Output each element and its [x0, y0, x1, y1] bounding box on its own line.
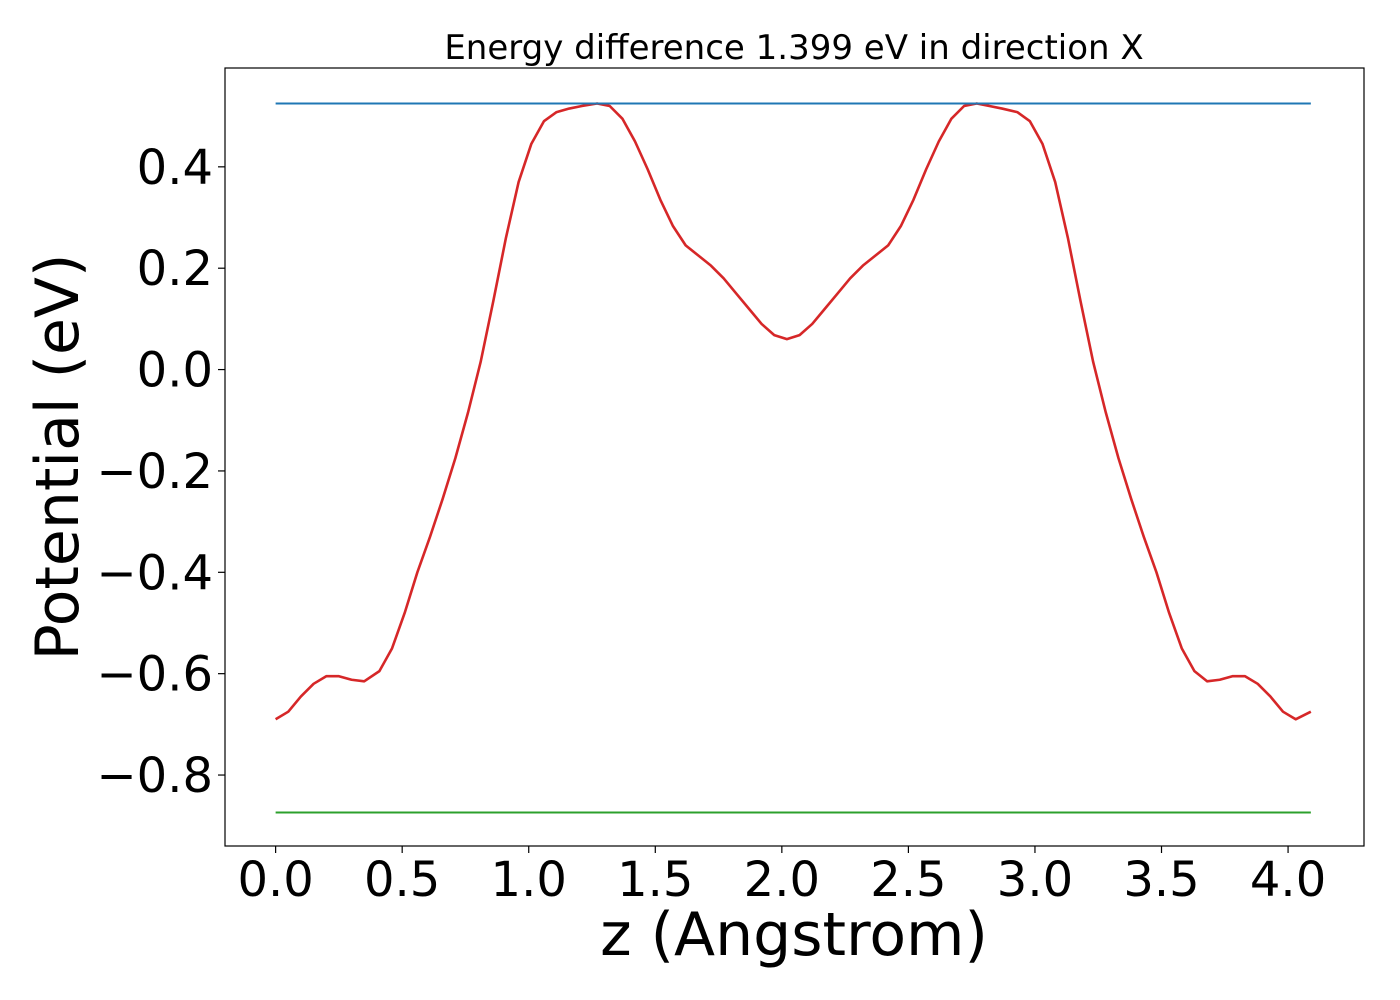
- chart-title: Energy difference 1.399 eV in direction …: [444, 28, 1143, 68]
- x-tick-label: 0.0: [237, 852, 313, 908]
- y-axis-label: Potential (eV): [23, 254, 93, 661]
- plot-layer: [274, 102, 1312, 814]
- y-axis-ticks: 0.4 0.2 0.0 −0.2 −0.4 −0.6 −0.8: [96, 140, 225, 804]
- y-tick-label: −0.4: [96, 545, 213, 601]
- y-tick-label: −0.6: [96, 647, 213, 703]
- y-tick-label: 0.0: [137, 343, 213, 399]
- y-tick-label: −0.2: [96, 444, 213, 500]
- y-tick-label: −0.8: [96, 748, 213, 804]
- series-line-0: [274, 102, 1312, 721]
- plot-area-frame: [224, 67, 1365, 847]
- x-axis-ticks: 0.0 0.5 1.0 1.5 2.0 2.5 3.0 3.5 4.0: [237, 846, 1326, 908]
- x-tick-label: 2.5: [870, 852, 946, 908]
- y-tick-label: 0.2: [137, 241, 213, 297]
- x-tick-label: 1.5: [617, 852, 693, 908]
- x-axis-label: z (Angstrom): [600, 900, 988, 970]
- x-tick-label: 3.0: [997, 852, 1073, 908]
- x-tick-label: 1.0: [491, 852, 567, 908]
- y-tick-label: 0.4: [137, 140, 213, 196]
- x-tick-label: 3.5: [1123, 852, 1199, 908]
- x-tick-label: 2.0: [744, 852, 820, 908]
- x-tick-label: 4.0: [1250, 852, 1326, 908]
- x-tick-label: 0.5: [364, 852, 440, 908]
